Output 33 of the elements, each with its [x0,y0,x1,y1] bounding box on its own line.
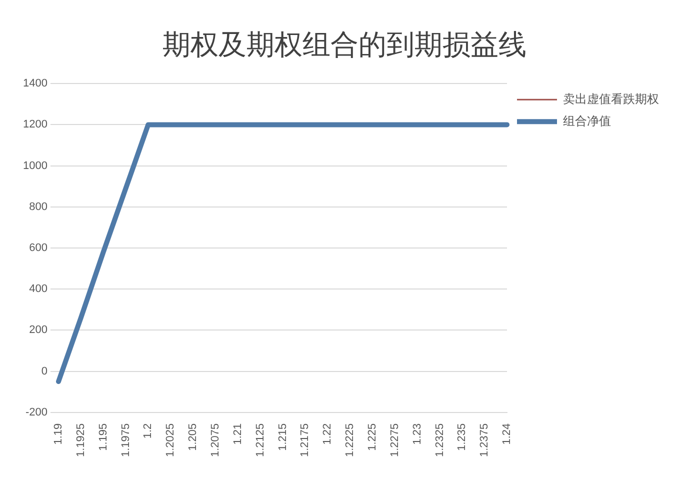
y-tick-label: 200 [29,324,48,336]
y-tick-label: 800 [29,200,48,213]
x-tick-label: 1.21 [232,423,244,445]
y-tick-label: 1200 [22,118,48,131]
y-tick-label: 1400 [22,78,48,90]
x-tick-label: 1.215 [276,423,289,451]
y-tick-label: -200 [25,406,48,418]
x-tick-label: 1.195 [97,423,110,451]
x-tick-label: 1.225 [366,423,378,451]
y-tick-label: 0 [41,365,48,378]
x-tick-label: 1.2225 [344,423,356,458]
x-tick-label: 1.2 [142,423,154,439]
x-tick-label: 1.1975 [120,423,132,458]
x-tick-label: 1.2025 [164,423,177,458]
legend-label: 卖出虚值看跌期权 [563,92,659,106]
x-tick-label: 1.19 [52,423,64,445]
x-tick-label: 1.23 [411,423,424,445]
x-tick-label: 1.2325 [434,423,446,458]
legend-label: 组合净值 [563,114,611,128]
x-tick-label: 1.205 [187,423,200,451]
x-tick-label: 1.2075 [209,423,222,458]
x-tick-label: 1.2275 [388,423,401,458]
y-tick-label: 1000 [22,160,48,172]
x-tick-label: 1.2125 [254,423,266,458]
x-tick-label: 1.2175 [299,423,312,458]
x-tick-label: 1.24 [501,423,514,445]
x-tick-label: 1.2375 [478,423,491,458]
chart-title: 期权及期权组合的到期损益线 [162,28,526,62]
x-tick-label: 1.235 [456,423,468,451]
x-tick-label: 1.22 [322,423,334,445]
x-tick-label: 1.1925 [74,423,87,458]
y-tick-label: 600 [29,242,48,254]
y-tick-label: 400 [29,283,48,296]
